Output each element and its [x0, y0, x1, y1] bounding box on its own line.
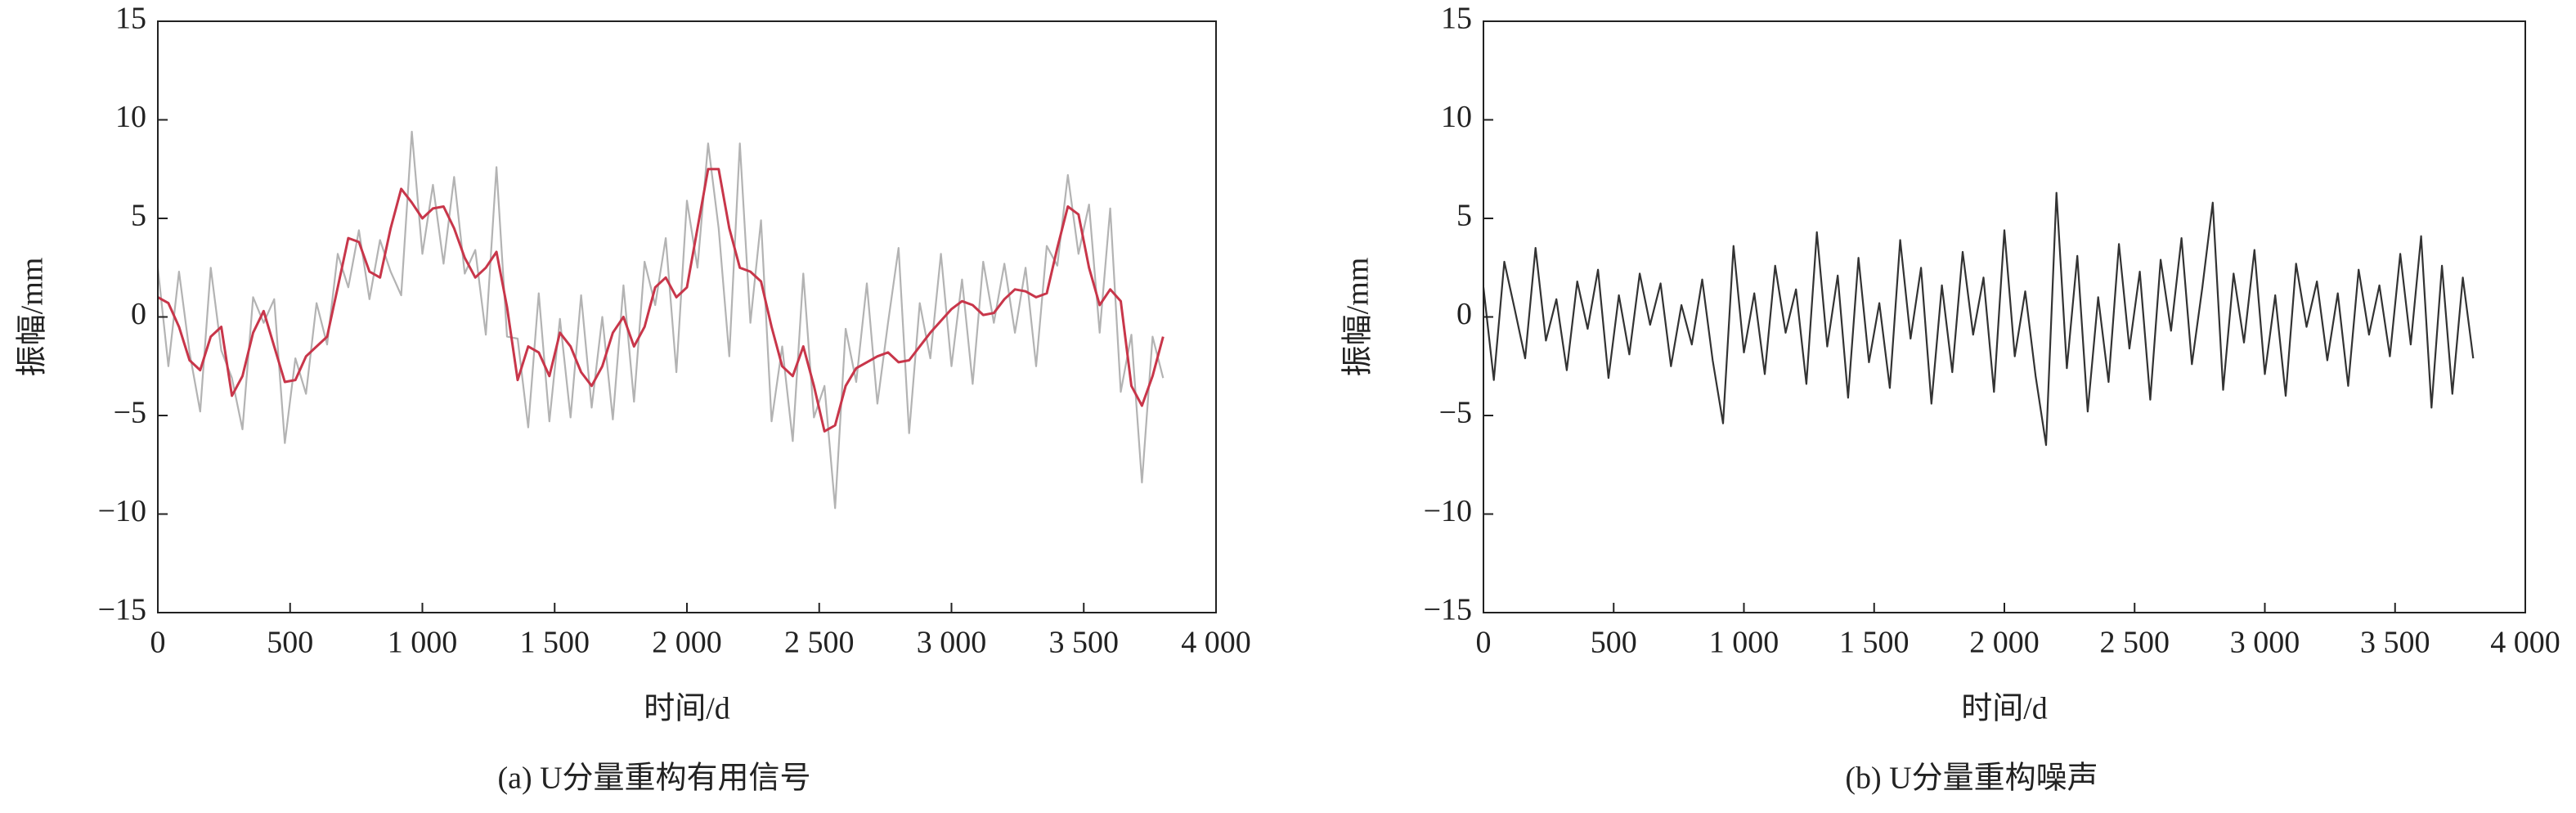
x-tick-label: 1 000 [388, 626, 458, 660]
x-tick-label: 2 500 [2100, 626, 2170, 660]
x-tick-label: 1 000 [1709, 626, 1779, 660]
x-tick-label: 2 000 [652, 626, 722, 660]
x-tick-label: 0 [1476, 626, 1492, 660]
subplot: 0 500 1 000 1 500 2 000 2 500 3 000 3 500 4 000 −… [16, 2, 1251, 796]
y-tick-label: 15 [1441, 2, 1472, 36]
x-tick-label: 500 [267, 626, 313, 660]
axes-frame [157, 20, 1217, 613]
x-axis-label: 时间/d [1961, 692, 2048, 726]
y-tick-label: −10 [98, 494, 146, 528]
y-tick-label: 5 [1456, 199, 1472, 233]
x-tick-label: 1 500 [1839, 626, 1910, 660]
y-tick-label: 10 [1441, 100, 1472, 134]
y-tick-label: 0 [1456, 297, 1472, 331]
x-tick-label: 2 500 [784, 626, 855, 660]
x-tick-label: 500 [1591, 626, 1637, 660]
y-tick-label: 0 [131, 297, 146, 331]
y-tick-label: −5 [114, 396, 146, 430]
x-tick-label: 2 000 [1969, 626, 2040, 660]
series-line [158, 130, 1165, 510]
x-tick-label: 0 [150, 626, 166, 660]
x-tick-label: 3 500 [1049, 626, 1120, 660]
x-tick-label: 1 500 [520, 626, 590, 660]
plot-area [1483, 191, 2475, 447]
y-tick-label: −5 [1439, 396, 1472, 430]
x-tick-label: 3 500 [2360, 626, 2430, 660]
x-tick-label: 3 000 [917, 626, 987, 660]
series-line [1483, 191, 2475, 447]
subplot: 0 500 1 000 1 500 2 000 2 500 3 000 3 500 4 000 −… [1341, 2, 2560, 796]
y-tick-label: 10 [115, 100, 146, 134]
y-tick-label: −15 [98, 593, 146, 627]
y-tick-label: −15 [1424, 593, 1472, 627]
x-tick-label: 4 000 [1181, 626, 1251, 660]
x-axis-label: 时间/d [644, 692, 730, 726]
x-tick-label: 3 000 [2230, 626, 2300, 660]
y-tick-label: −10 [1424, 494, 1472, 528]
x-tick-label: 4 000 [2490, 626, 2560, 660]
caption: (a) U分量重构有用信号 [497, 761, 810, 796]
y-axis-label: 振幅/mm [1341, 258, 1376, 377]
series-line [158, 168, 1165, 433]
axes-frame [1483, 20, 2526, 613]
plot-area [158, 130, 1165, 510]
caption: (b) U分量重构噪声 [1845, 761, 2098, 796]
y-tick-label: 5 [131, 199, 146, 233]
y-tick-label: 15 [115, 2, 146, 36]
y-axis-label: 振幅/mm [16, 258, 50, 377]
